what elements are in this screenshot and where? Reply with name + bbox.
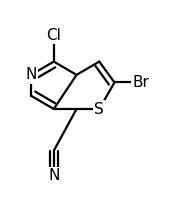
Text: N: N [25,67,37,82]
Text: Cl: Cl [46,27,61,43]
Text: N: N [48,168,59,183]
Text: S: S [94,102,104,116]
Text: Br: Br [133,75,149,90]
